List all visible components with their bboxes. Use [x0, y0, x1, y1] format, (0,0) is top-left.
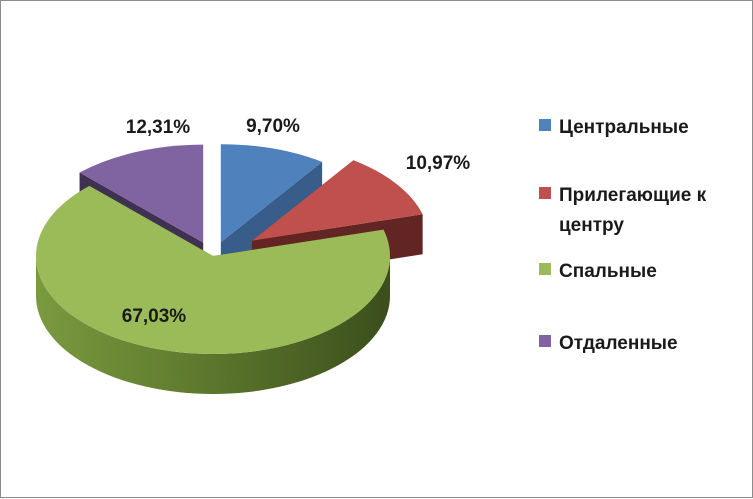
legend-label: Центральные — [559, 117, 689, 138]
data-label-adjacent: 10,97% — [406, 153, 471, 174]
legend-swatch-adjacent — [539, 187, 551, 199]
data-label-central: 9,70% — [246, 116, 300, 137]
slice-adjacent — [252, 160, 423, 241]
legend-item-adjacent: Прилегающие к центру — [539, 181, 739, 241]
data-label-sleeping: 67,03% — [122, 306, 187, 327]
legend-item-remote: Отдаленные — [539, 329, 739, 359]
slice-sleeping-wall — [36, 256, 390, 394]
legend-item-central: Центральные — [539, 113, 739, 143]
legend-swatch-remote — [539, 335, 551, 347]
legend-swatch-sleeping — [539, 263, 551, 275]
slice-sleeping — [35, 185, 391, 355]
slice-remote — [79, 144, 204, 243]
slice-central — [220, 144, 323, 243]
legend-label: Отдаленные — [559, 333, 678, 354]
legend-item-sleeping: Спальные — [539, 257, 739, 287]
legend-label: Спальные — [559, 261, 657, 282]
data-label-remote: 12,31% — [126, 117, 191, 138]
legend-label: Прилегающие к центру — [559, 185, 707, 236]
legend-swatch-central — [539, 119, 551, 131]
